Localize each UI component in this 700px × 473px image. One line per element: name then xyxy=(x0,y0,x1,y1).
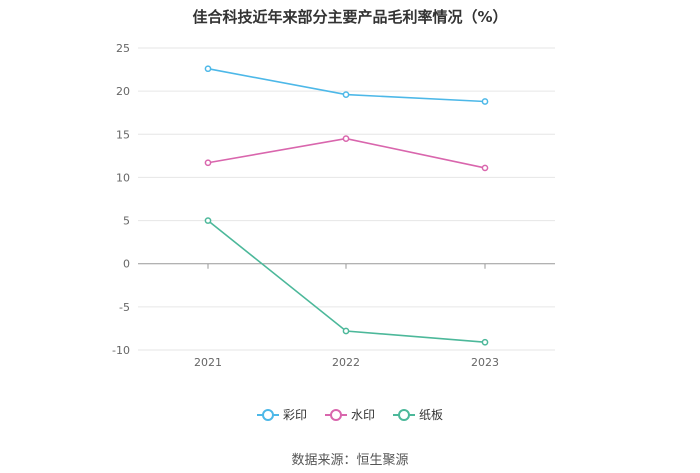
data-point xyxy=(481,98,489,105)
data-point xyxy=(342,327,350,335)
x-tick-label: 2021 xyxy=(194,356,222,369)
data-point xyxy=(342,135,350,142)
line-chart: 25 20 15 10 5 0 -5 -10 2021 2022 2023 xyxy=(112,42,555,369)
source-note: 数据来源：恒生聚源 xyxy=(291,453,409,468)
legend-marker-icon xyxy=(324,408,347,421)
data-point xyxy=(342,91,350,98)
data-point xyxy=(204,217,212,224)
y-tick-label: -5 xyxy=(119,301,130,314)
gridlines xyxy=(138,47,555,351)
data-point xyxy=(204,65,212,73)
legend-marker-icon xyxy=(393,408,415,421)
legend-label: 水印 xyxy=(350,408,375,422)
series-line xyxy=(207,219,486,344)
y-tick-label: 5 xyxy=(123,215,130,228)
series-line xyxy=(207,137,486,169)
y-tick-label: 25 xyxy=(116,42,130,55)
chart-title: 佳合科技近年来部分主要产品毛利率情况（%） xyxy=(192,8,508,26)
legend-item[interactable]: 彩印 xyxy=(256,406,307,423)
y-tick-label: 15 xyxy=(116,128,130,141)
y-tick-label: 0 xyxy=(123,258,130,271)
y-tick-labels: 25 20 15 10 5 0 -5 -10 xyxy=(112,42,130,357)
legend: 彩印 水印 纸板 xyxy=(0,406,700,423)
y-tick-label: 20 xyxy=(116,85,130,98)
legend-label: 彩印 xyxy=(282,408,307,422)
legend-item[interactable]: 水印 xyxy=(324,406,375,423)
series-lines xyxy=(204,65,489,346)
x-tick-labels: 2021 2022 2023 xyxy=(194,263,499,369)
data-point xyxy=(481,164,489,172)
y-tick-label: 10 xyxy=(116,171,130,184)
x-tick-label: 2023 xyxy=(471,356,499,369)
legend-marker-icon xyxy=(256,408,279,421)
data-point xyxy=(481,338,489,346)
legend-label: 纸板 xyxy=(419,408,444,422)
legend-item[interactable]: 纸板 xyxy=(393,406,443,423)
data-point xyxy=(204,159,212,167)
y-tick-label: -10 xyxy=(112,344,130,357)
x-tick-label: 2022 xyxy=(332,356,360,369)
